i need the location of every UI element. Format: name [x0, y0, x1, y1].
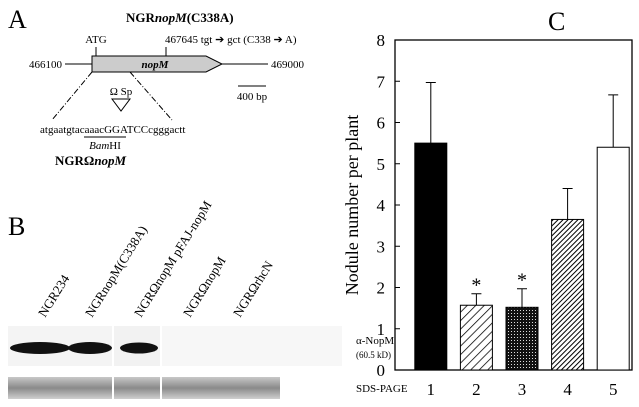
insert-triangle [111, 98, 131, 112]
panel-letter: A [8, 5, 27, 34]
y-tick-label: 7 [377, 72, 386, 91]
x-tick-label: 1 [427, 380, 436, 399]
panel-a: A NGRnopM(C338A) ATG 467645 tgt ➔ gct (C… [8, 5, 305, 168]
error-bar [517, 288, 527, 308]
error-bar [425, 81, 436, 144]
mutant-name: NGRΩnopM [55, 153, 127, 168]
zoom-line [51, 71, 93, 121]
start-codon: ATG [85, 34, 106, 46]
band [120, 342, 158, 354]
blot-size: (60.5 kD) [356, 350, 391, 360]
gel [162, 377, 280, 399]
band [68, 342, 112, 354]
panel-c: C Nodule number per plant 0 1 2 3 4 5 6 7 8 1 2 3 4 5… [342, 7, 633, 399]
bar [551, 218, 585, 371]
y-tick-label: 0 [377, 361, 386, 380]
band [10, 342, 70, 354]
y-tick-label: 3 [377, 237, 386, 256]
y-tick-label: 2 [377, 279, 386, 298]
annotation: * [517, 270, 527, 292]
y-tick-label: 8 [377, 31, 386, 50]
lane-label: NGR234 [35, 271, 73, 319]
mutation: 467645 tgt ➔ gct (C338 ➔ A) [165, 34, 297, 46]
scale-label: 400 bp [237, 91, 268, 103]
error-bar [471, 293, 482, 306]
y-axis-label: Nodule number per plant [342, 115, 362, 295]
blot-label: α-NopM [356, 335, 394, 347]
lane-label: NGRΩnopM [180, 253, 229, 319]
gel [8, 377, 112, 399]
coord: 469000 [271, 59, 305, 71]
x-tick-label: 5 [609, 380, 618, 399]
y-tick-label: 1 [377, 320, 386, 339]
bar [596, 146, 630, 371]
coord: 466100 [29, 59, 63, 71]
bar [414, 142, 448, 371]
y-tick-label: 5 [377, 155, 386, 174]
panel-letter: C [548, 7, 565, 36]
y-tick-label: 4 [377, 196, 386, 215]
panel-letter: B [8, 212, 25, 241]
sequence: atgaatgtacaaacGGATCCcgggactt [40, 124, 185, 136]
site-label: BamHI [89, 140, 121, 152]
x-tick-label: 4 [563, 380, 572, 399]
y-tick-label: 6 [377, 114, 386, 133]
error-bar [608, 94, 619, 148]
blot [162, 326, 342, 366]
bar [459, 304, 493, 371]
gene-arrow [91, 55, 224, 73]
gene-label: nopM [142, 59, 170, 71]
x-tick-label: 2 [472, 380, 481, 399]
annotation: * [471, 275, 481, 297]
construct-title: NGRnopM(C338A) [126, 10, 234, 25]
zoom-line [129, 71, 173, 121]
lane-label: NGRΩrhcN [230, 258, 276, 320]
gel-label: SDS-PAGE [356, 383, 408, 395]
error-bar [562, 188, 573, 220]
bar [505, 306, 539, 371]
x-tick-label: 3 [518, 380, 527, 399]
gel [114, 377, 160, 399]
insert-label: Ω Sp [110, 86, 133, 98]
